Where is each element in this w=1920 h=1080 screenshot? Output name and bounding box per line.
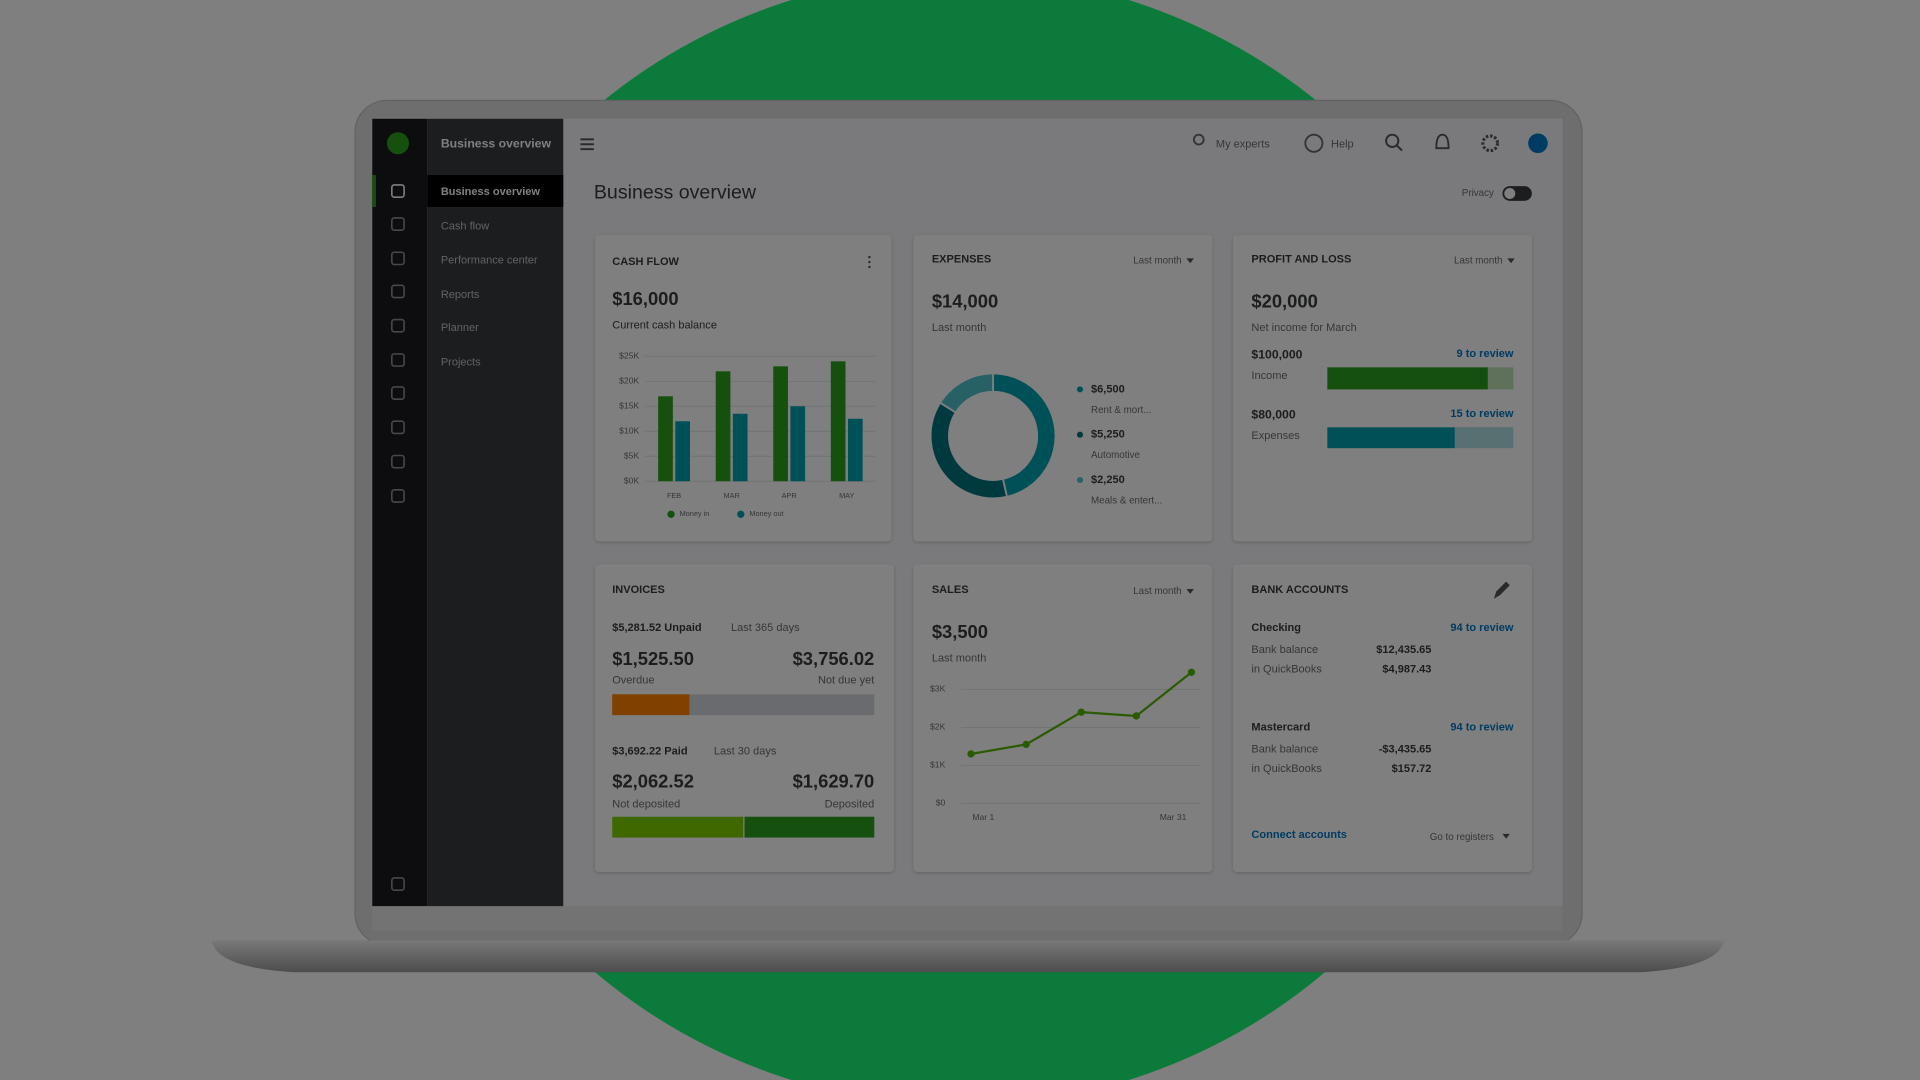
scene: Business overviewBusiness overviewCash f…: [0, 0, 1920, 1080]
page: Business overviewBusiness overviewCash f…: [0, 0, 1920, 1080]
dim-overlay: [0, 0, 1920, 1080]
